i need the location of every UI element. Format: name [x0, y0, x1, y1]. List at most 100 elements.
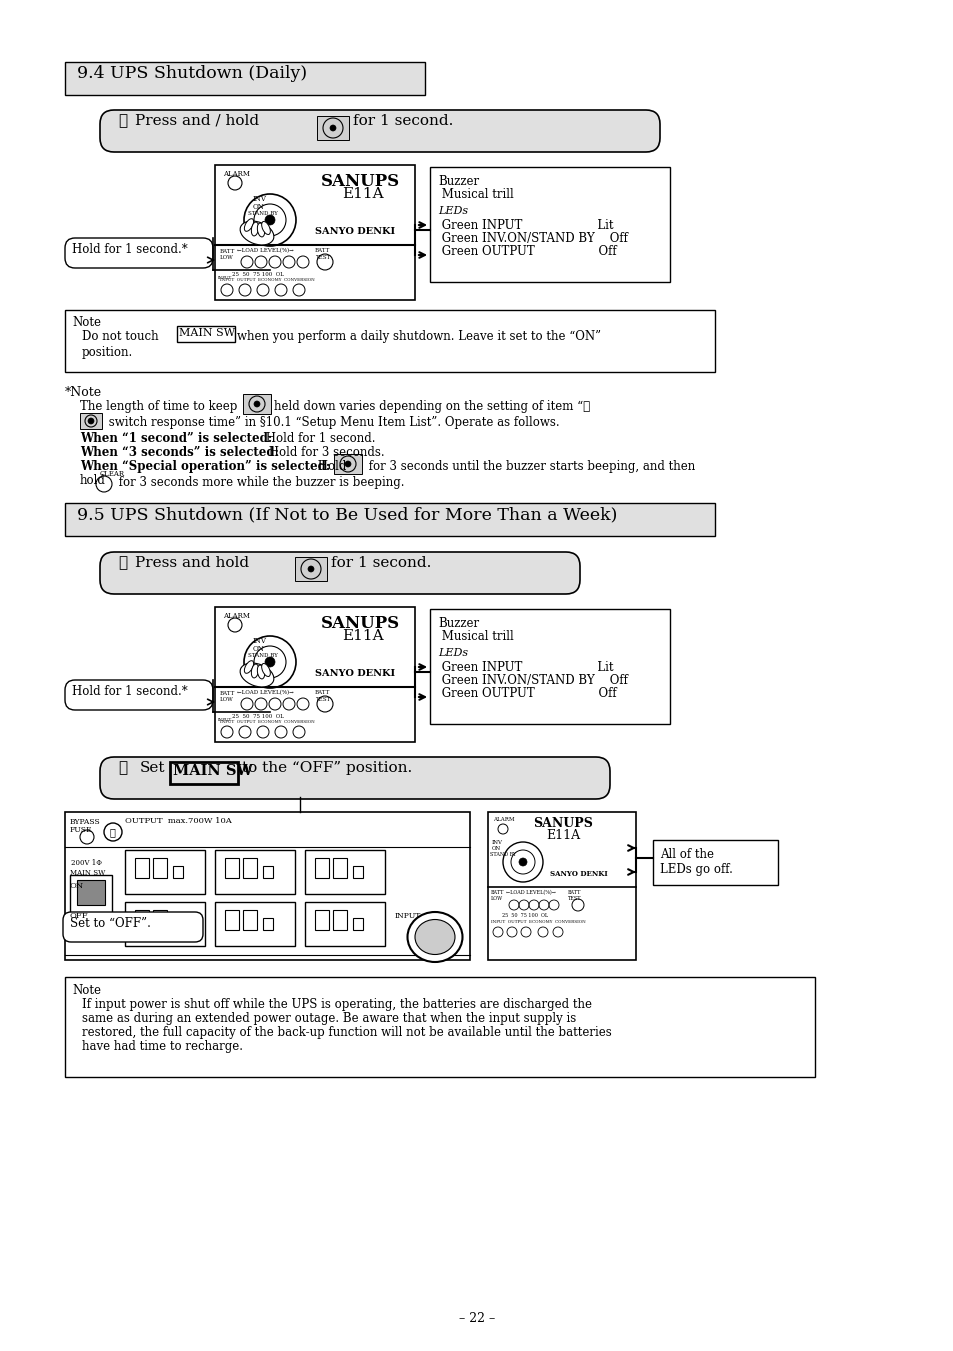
Text: INPUT: INPUT [218, 717, 232, 721]
Text: If input power is shut off while the UPS is operating, the batteries are dischar: If input power is shut off while the UPS… [82, 998, 592, 1011]
Text: ON: ON [70, 882, 84, 890]
Text: All of the
LEDs go off.: All of the LEDs go off. [659, 848, 732, 875]
Text: MAIN SW: MAIN SW [172, 765, 253, 778]
Text: for 1 second.: for 1 second. [353, 113, 453, 128]
Text: Green INPUT                    Lit: Green INPUT Lit [437, 219, 613, 232]
Bar [170, 762, 237, 784]
Text: The length of time to keep: The length of time to keep [80, 400, 237, 413]
Text: Musical trill: Musical trill [437, 188, 514, 201]
Text: Green INPUT                    Lit: Green INPUT Lit [437, 661, 613, 674]
Bar [305, 850, 385, 894]
Text: Musical trill: Musical trill [437, 630, 514, 643]
Text: When “3 seconds” is selected:: When “3 seconds” is selected: [80, 446, 278, 459]
Bar [225, 858, 239, 878]
Text: SANYO DENKI: SANYO DENKI [314, 227, 395, 236]
Text: 25  50  75 100  OL: 25 50 75 100 OL [232, 272, 284, 277]
Text: 200V 1Φ: 200V 1Φ [71, 859, 102, 867]
Circle shape [330, 126, 335, 131]
Bar [65, 62, 424, 95]
Text: INPUT: INPUT [218, 276, 232, 280]
Text: BATT: BATT [220, 690, 235, 696]
Bar [65, 503, 714, 536]
Bar [172, 917, 183, 929]
Text: When “1 second” is selected:: When “1 second” is selected: [80, 432, 272, 444]
Ellipse shape [244, 661, 253, 673]
Ellipse shape [244, 219, 253, 231]
Bar [152, 858, 167, 878]
Text: TEST: TEST [314, 697, 330, 703]
Text: STAND BY: STAND BY [248, 211, 277, 216]
Bar [172, 866, 183, 878]
Bar [243, 394, 271, 413]
Text: LOW: LOW [220, 697, 233, 703]
Bar [263, 866, 273, 878]
Text: BATT: BATT [314, 690, 330, 694]
Bar [305, 902, 385, 946]
Text: Set to “OFF”.: Set to “OFF”. [70, 917, 151, 929]
Circle shape [518, 858, 526, 866]
Text: OFF: OFF [70, 912, 89, 920]
Ellipse shape [240, 663, 274, 686]
Text: Note: Note [71, 984, 101, 997]
Text: OUTPUT  max.700W 10A: OUTPUT max.700W 10A [125, 817, 232, 825]
Bar [152, 911, 167, 929]
Text: BATT: BATT [314, 249, 330, 253]
Text: E11A: E11A [545, 830, 579, 842]
Text: BATT: BATT [220, 249, 235, 254]
Text: 25  50  75 100  OL: 25 50 75 100 OL [501, 913, 548, 917]
Text: switch response time” in §10.1 “Setup Menu Item List”. Operate as follows.: switch response time” in §10.1 “Setup Me… [105, 416, 559, 430]
Text: INPUT  OUTPUT  ECONOMY  CONVERSION: INPUT OUTPUT ECONOMY CONVERSION [220, 720, 314, 724]
Text: *Note: *Note [65, 386, 102, 399]
Bar [294, 557, 327, 581]
Text: 9.4 UPS Shutdown (Daily): 9.4 UPS Shutdown (Daily) [77, 65, 307, 82]
FancyBboxPatch shape [100, 757, 609, 798]
Text: Buzzer: Buzzer [437, 617, 478, 630]
Text: Green OUTPUT                 Off: Green OUTPUT Off [437, 245, 616, 258]
Text: MAIN SW: MAIN SW [179, 328, 234, 338]
Text: restored, the full capacity of the back-up function will not be available until : restored, the full capacity of the back-… [82, 1025, 611, 1039]
Bar [652, 840, 778, 885]
Text: ←LOAD LEVEL(%)→: ←LOAD LEVEL(%)→ [236, 690, 294, 696]
Text: SANUPS: SANUPS [533, 817, 593, 830]
FancyBboxPatch shape [65, 238, 213, 267]
Text: INV: INV [253, 195, 267, 203]
Text: CLEAR: CLEAR [100, 470, 125, 478]
Bar [243, 911, 256, 929]
Text: BATT: BATT [491, 890, 504, 894]
Text: ALARM: ALARM [223, 612, 250, 620]
Text: ALARM: ALARM [223, 170, 250, 178]
Text: FUSE: FUSE [70, 825, 92, 834]
Circle shape [345, 461, 351, 467]
Text: when you perform a daily shutdown. Leave it set to the “ON”: when you perform a daily shutdown. Leave… [236, 330, 600, 343]
Text: ALARM: ALARM [493, 817, 514, 821]
Text: 25  50  75 100  OL: 25 50 75 100 OL [232, 713, 284, 719]
Text: for 1 second.: for 1 second. [331, 557, 431, 570]
Text: LOW: LOW [220, 255, 233, 259]
Bar [263, 917, 273, 929]
Text: hold: hold [80, 474, 106, 486]
Bar [65, 812, 470, 961]
Text: same as during an extended power outage. Be aware that when the input supply is: same as during an extended power outage.… [82, 1012, 576, 1025]
Text: MAIN SW: MAIN SW [70, 869, 105, 877]
Text: have had time to recharge.: have had time to recharge. [82, 1040, 243, 1052]
Text: Note: Note [71, 316, 101, 330]
Text: SANYO DENKI: SANYO DENKI [314, 669, 395, 678]
Text: STAND BY: STAND BY [490, 852, 516, 857]
Text: E11A: E11A [342, 186, 383, 201]
Text: Green OUTPUT                 Off: Green OUTPUT Off [437, 688, 616, 700]
Text: LEDs: LEDs [437, 648, 468, 658]
Text: Green INV.ON/STAND BY    Off: Green INV.ON/STAND BY Off [437, 674, 627, 688]
Text: TEST: TEST [567, 896, 581, 901]
Bar [333, 858, 347, 878]
Text: Green INV.ON/STAND BY    Off: Green INV.ON/STAND BY Off [437, 232, 627, 245]
Bar [316, 116, 349, 141]
Text: for 3 seconds until the buzzer starts beeping, and then: for 3 seconds until the buzzer starts be… [365, 459, 695, 473]
Text: INPUT  OUTPUT  ECONOMY  CONVERSION: INPUT OUTPUT ECONOMY CONVERSION [491, 920, 585, 924]
Text: LOW: LOW [491, 896, 502, 901]
Bar [80, 413, 102, 430]
Ellipse shape [257, 223, 264, 236]
Text: ①: ① [118, 557, 127, 570]
Bar [353, 917, 363, 929]
Circle shape [88, 417, 94, 424]
Bar [225, 911, 239, 929]
